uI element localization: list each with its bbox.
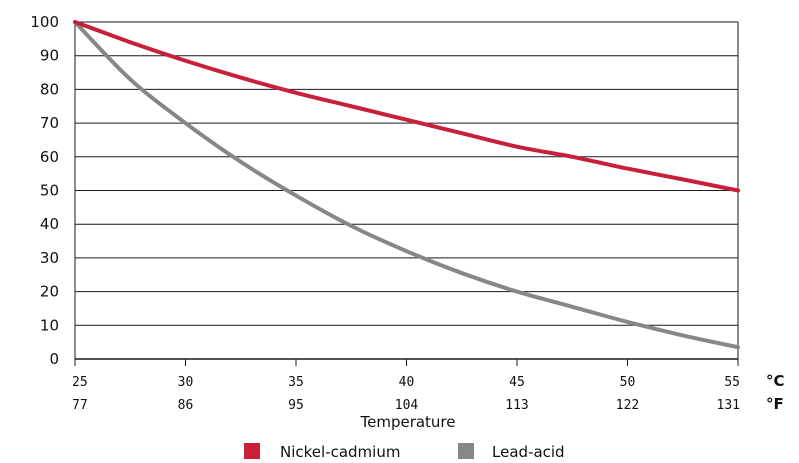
y-tick-label: 10: [40, 316, 59, 334]
x-tick-label-fahrenheit: 104: [395, 398, 419, 413]
fahrenheit-unit-label: °F: [766, 395, 784, 413]
legend-swatch-nickel-cadmium: [244, 443, 260, 459]
y-tick-label: 90: [40, 47, 59, 65]
x-tick-label-celsius: 50: [620, 375, 636, 390]
series-line-lead-acid: [73, 20, 740, 350]
x-tick-label-fahrenheit: 131: [717, 398, 740, 413]
x-tick-labels: 25 77 30 86 35 95 40 104 45 113 50 122 55 131: [72, 375, 740, 413]
legend: Nickel-cadmium Lead-acid: [244, 443, 565, 461]
y-tick-label: 30: [40, 249, 59, 267]
x-tick-label-celsius: 55: [724, 375, 740, 390]
gridlines: [75, 21, 738, 326]
series-line-nickel-cadmium: [73, 20, 740, 193]
x-tick-label-celsius: 25: [72, 375, 88, 390]
y-tick-label: 80: [40, 80, 59, 98]
x-tick-label-celsius: 45: [509, 375, 525, 390]
y-tick-label: 40: [40, 215, 59, 233]
x-tick-label-fahrenheit: 122: [616, 398, 639, 413]
celsius-unit-label: °C: [766, 372, 785, 390]
x-tick-label-celsius: 40: [399, 375, 415, 390]
y-tick-label: 100: [30, 13, 59, 31]
y-tick-label: 50: [40, 182, 59, 200]
x-tick-label-fahrenheit: 113: [505, 398, 528, 413]
legend-label-lead-acid: Lead-acid: [492, 443, 565, 461]
x-tick-label-celsius: 35: [288, 375, 304, 390]
y-tick-label: 20: [40, 283, 59, 301]
x-tick-label-fahrenheit: 77: [72, 398, 88, 413]
legend-label-nickel-cadmium: Nickel-cadmium: [280, 443, 400, 461]
y-tick-label: 60: [40, 148, 59, 166]
series-lines: [73, 20, 740, 350]
axes: [74, 22, 739, 366]
y-tick-label: 70: [40, 114, 59, 132]
x-tick-label-fahrenheit: 86: [178, 398, 194, 413]
y-tick-label: 0: [49, 350, 59, 368]
x-tick-label-celsius: 30: [178, 375, 194, 390]
x-tick-label-fahrenheit: 95: [288, 398, 304, 413]
x-axis-title: Temperature: [359, 413, 455, 431]
y-tick-labels: 0 10 20 30 40 50 60 70 80 90 100: [30, 13, 59, 368]
legend-swatch-lead-acid: [458, 443, 474, 459]
